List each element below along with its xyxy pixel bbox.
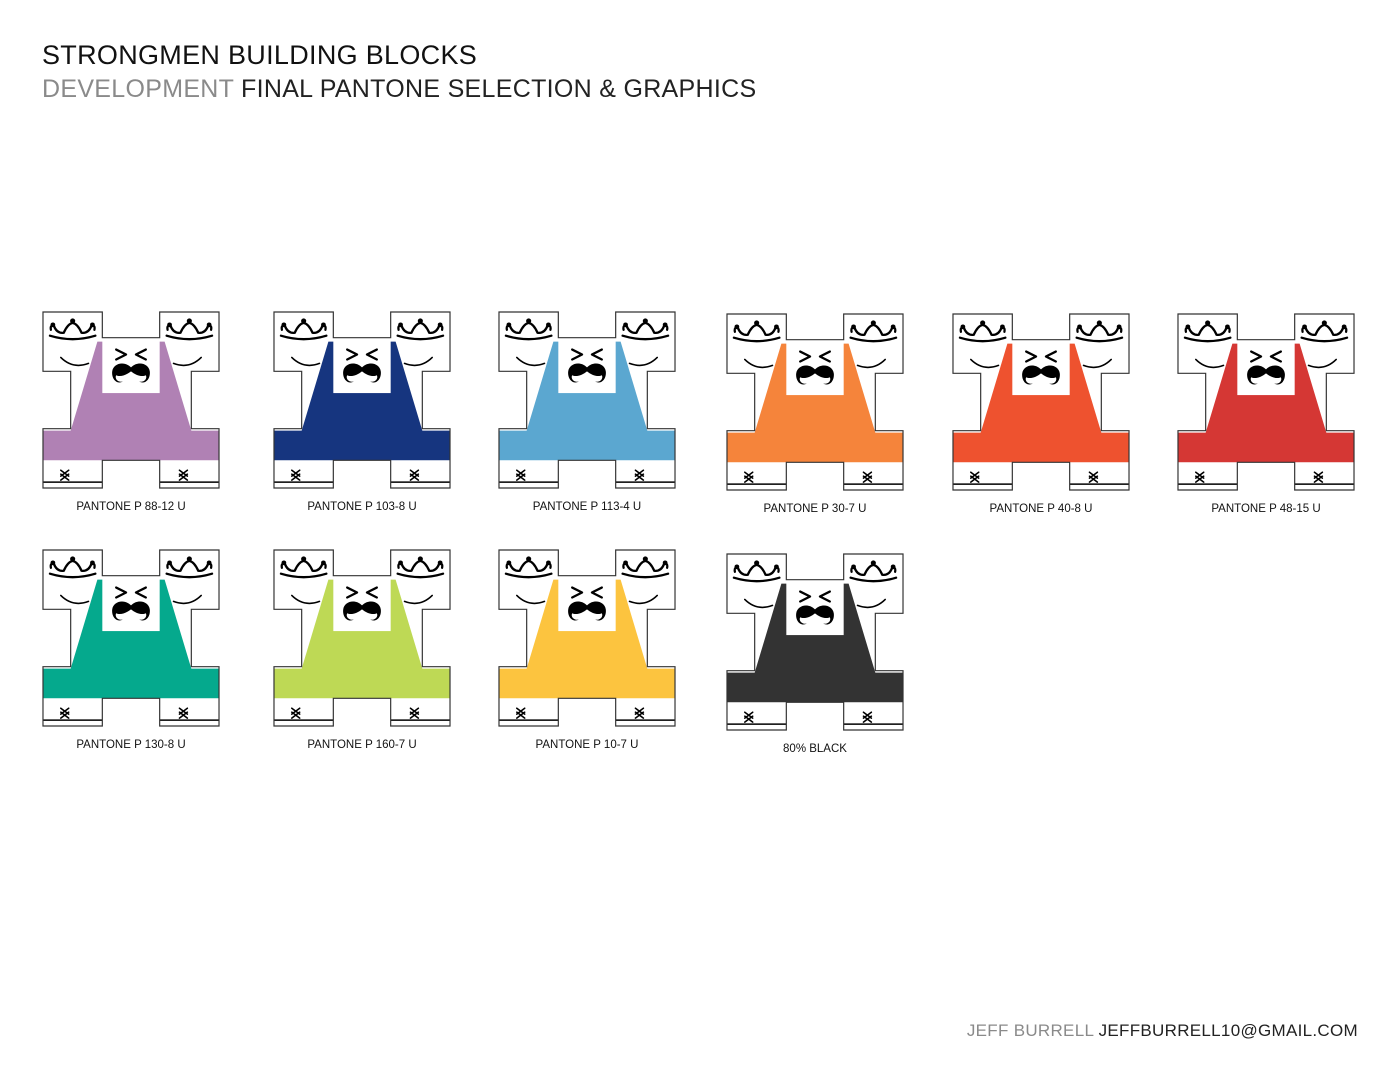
swatch-label: PANTONE P 48-15 U [1211,503,1321,515]
swatch-label: PANTONE P 113-4 U [532,501,642,513]
swatch-label: PANTONE P 40-8 U [989,503,1093,515]
footer-credit: JEFF BURRELL JEFFBURRELL10@GMAIL.COM [967,1021,1358,1041]
strongman-block-graphic [42,311,220,489]
strongman-block-graphic [498,311,676,489]
swatch-label: 80% BLACK [783,743,847,755]
swatch-label: PANTONE P 10-7 U [535,739,639,751]
author-email: JEFFBURRELL10@GMAIL.COM [1098,1021,1358,1040]
swatch-card: PANTONE P 10-7 U [498,549,676,751]
swatch-card: PANTONE P 103-8 U [273,311,451,513]
subtitle-text: FINAL PANTONE SELECTION & GRAPHICS [241,75,757,103]
strongman-block-graphic [726,313,904,491]
swatch-label: PANTONE P 130-8 U [76,739,186,751]
strongman-block-graphic [498,549,676,727]
swatch-card: PANTONE P 30-7 U [726,313,904,515]
swatch-card: PANTONE P 130-8 U [42,549,220,751]
swatch-card: 80% BLACK [726,553,904,755]
swatch-label: PANTONE P 88-12 U [76,501,186,513]
strongman-block-graphic [1177,313,1355,491]
swatch-card: PANTONE P 88-12 U [42,311,220,513]
swatch-card: PANTONE P 40-8 U [952,313,1130,515]
strongman-block-graphic [273,311,451,489]
strongman-block-graphic [42,549,220,727]
swatch-label: PANTONE P 160-7 U [307,739,417,751]
swatch-card: PANTONE P 48-15 U [1177,313,1355,515]
swatch-label: PANTONE P 103-8 U [307,501,417,513]
subtitle-prefix: DEVELOPMENT [42,75,234,103]
swatch-label: PANTONE P 30-7 U [763,503,867,515]
strongman-block-graphic [952,313,1130,491]
author-name: JEFF BURRELL [966,1021,1094,1040]
swatch-card: PANTONE P 160-7 U [273,549,451,751]
page-subtitle: DEVELOPMENT FINAL PANTONE SELECTION & GR… [42,75,756,104]
swatch-card: PANTONE P 113-4 U [498,311,676,513]
strongman-block-graphic [273,549,451,727]
strongman-block-graphic [726,553,904,731]
page-title: STRONGMEN BUILDING BLOCKS [42,40,478,70]
